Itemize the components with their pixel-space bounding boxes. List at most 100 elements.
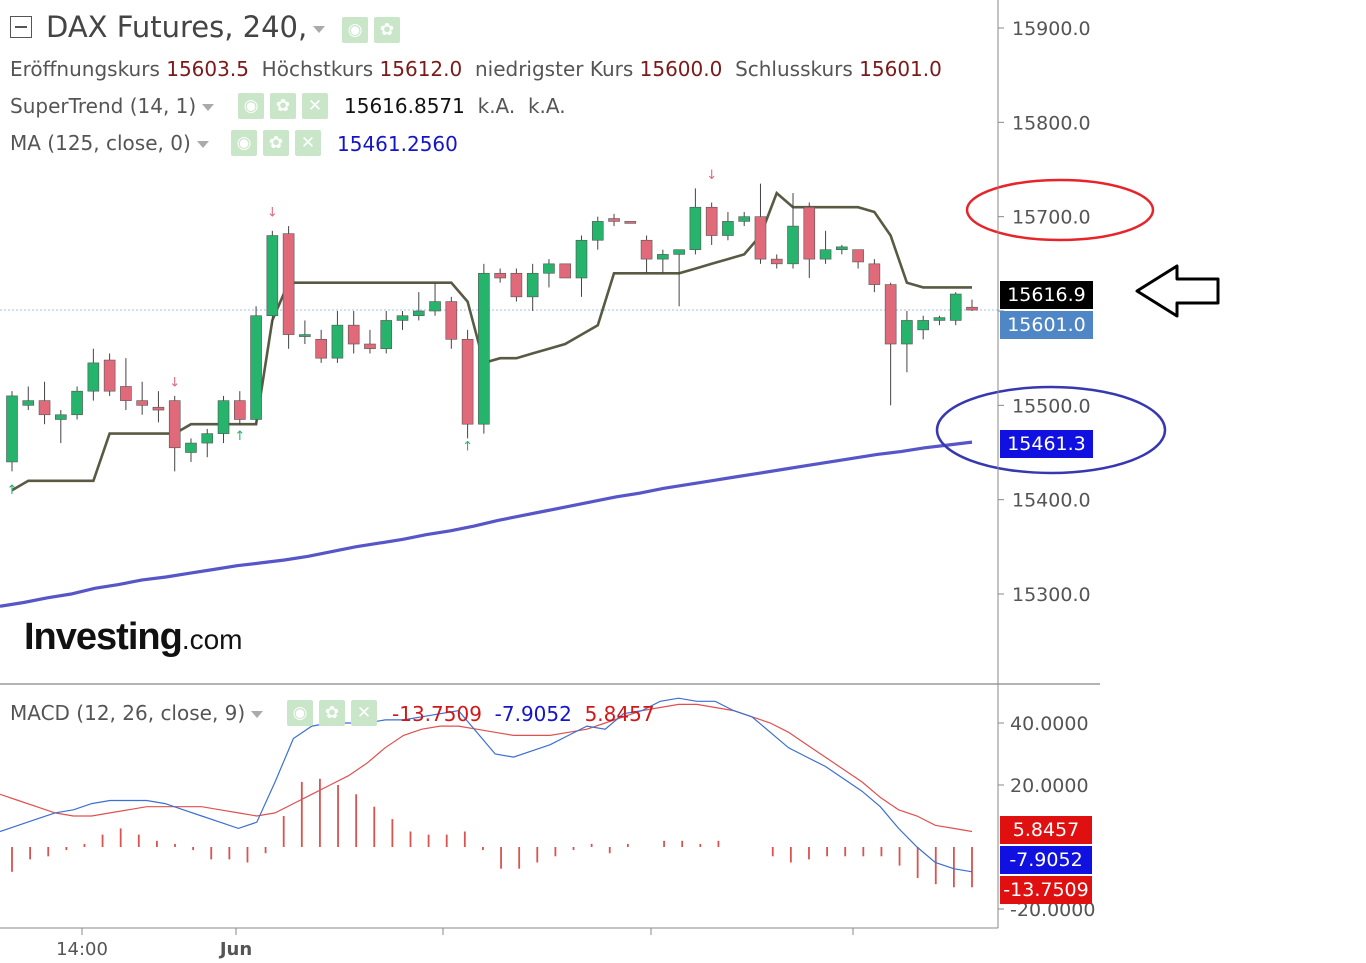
candle-body — [120, 386, 132, 401]
supertrend-extra-1: k.A. — [477, 94, 516, 118]
supertrend-dropdown-icon[interactable] — [202, 104, 215, 111]
candle-body — [640, 239, 653, 260]
candle-body — [168, 400, 181, 449]
supertrend-value: 15616.8571 — [344, 94, 465, 118]
macd-dropdown-icon[interactable] — [251, 711, 264, 718]
candle-body — [315, 338, 327, 359]
gear-icon[interactable]: ✿ — [374, 17, 400, 43]
chart-title: DAX Futures, 240, — [46, 10, 308, 44]
ohlc-row: Eröffnungskurs 15603.5 Höchstkurs 15612.… — [10, 57, 942, 81]
supertrend-price-tag: 15616.9 — [1000, 281, 1093, 309]
candle-body — [868, 263, 881, 285]
logo-suffix: .com — [181, 624, 243, 655]
supertrend-extra-2: k.A. — [527, 94, 566, 118]
ma-dropdown-icon[interactable] — [196, 141, 209, 148]
candle-body — [852, 249, 864, 263]
price-tick-label: 15800.0 — [1012, 112, 1091, 134]
candle-body — [282, 233, 295, 335]
supertrend-legend: SuperTrend (14, 1) — [10, 94, 215, 118]
candle-body — [412, 310, 425, 317]
low-value: 15600.0 — [639, 57, 723, 81]
candle-body — [201, 433, 214, 444]
macd-values: -13.7509 -7.9052 5.8457 — [392, 702, 655, 726]
candle-body — [478, 272, 490, 425]
candle-body — [87, 362, 100, 392]
candle-body — [526, 272, 539, 298]
candle-body — [575, 239, 588, 279]
candle-body — [250, 315, 262, 420]
candle-body — [705, 206, 718, 236]
candle-body — [624, 221, 637, 224]
supertrend-line — [11, 190, 972, 492]
blue-circle-annotation — [935, 385, 1167, 475]
ma-price-tag: 15461.3 — [1000, 430, 1093, 458]
sell-signal-arrow: ↓ — [169, 375, 180, 390]
candle-body — [917, 320, 929, 331]
supertrend-values: 15616.8571 k.A. k.A. — [344, 94, 566, 118]
candle-body — [396, 315, 409, 321]
candle-body — [901, 320, 913, 345]
collapse-button[interactable] — [10, 16, 32, 38]
candle-body — [803, 206, 816, 260]
candle-body — [22, 400, 35, 406]
supertrend-eye-icon[interactable]: ◉ — [238, 93, 264, 119]
price-tick-label: 15900.0 — [1012, 18, 1091, 40]
candle-body — [836, 246, 848, 250]
candle-body — [510, 272, 523, 298]
ma-eye-icon[interactable]: ◉ — [231, 130, 257, 156]
candle-body — [364, 343, 376, 350]
supertrend-name: SuperTrend (14, 1) — [10, 94, 197, 118]
candle-body — [738, 216, 751, 222]
candle-body — [185, 442, 197, 453]
macd-tick-label: -20.0000 — [1010, 899, 1095, 921]
buy-signal-arrow: ↑ — [462, 440, 473, 455]
high-value: 15612.0 — [379, 57, 463, 81]
macd-tick-label: 20.0000 — [1010, 775, 1089, 797]
candle-body — [722, 221, 734, 236]
ma-name: MA (125, close, 0) — [10, 131, 191, 155]
macd-value-1: -13.7509 — [392, 702, 482, 726]
candle-body — [591, 221, 604, 241]
candle-body — [347, 324, 360, 345]
candle-body — [966, 306, 978, 311]
macd-value-2: -7.9052 — [494, 702, 572, 726]
macd-gear-icon[interactable]: ✿ — [319, 700, 345, 726]
candle-body — [754, 216, 767, 260]
candle-body — [299, 334, 311, 337]
candle-body — [71, 390, 83, 416]
candle-body — [543, 263, 555, 274]
buy-signal-arrow: ↑ — [234, 429, 245, 444]
candle-body — [657, 254, 669, 260]
supertrend-gear-icon[interactable]: ✿ — [270, 93, 296, 119]
candle-body — [331, 324, 344, 359]
candle-body — [559, 263, 572, 279]
title-dropdown-icon[interactable] — [313, 25, 326, 33]
candle-body — [233, 400, 246, 420]
ma-gear-icon[interactable]: ✿ — [263, 130, 289, 156]
buy-signal-arrow: ↑ — [7, 483, 18, 498]
open-value: 15603.5 — [166, 57, 249, 81]
candle-body — [933, 317, 946, 321]
candle-body — [38, 400, 51, 416]
high-label: Höchstkurs — [261, 57, 374, 81]
macd-legend: MACD (12, 26, close, 9) — [10, 701, 264, 725]
macd-line — [0, 697, 973, 873]
last-price-tag: 15601.0 — [1000, 311, 1093, 339]
candle-body — [380, 320, 393, 350]
supertrend-close-icon[interactable]: ✕ — [302, 93, 328, 119]
macd-close-icon[interactable]: ✕ — [351, 700, 377, 726]
close-label: Schlusskurs — [735, 57, 853, 81]
arrow-annotation-icon — [1135, 264, 1220, 318]
eye-icon[interactable]: ◉ — [342, 17, 368, 43]
ma-layer — [0, 440, 973, 608]
macd-eye-icon[interactable]: ◉ — [287, 700, 313, 726]
candle-body — [608, 218, 620, 222]
macd-hist-tag: -13.7509 — [1000, 876, 1092, 904]
ma-close-icon[interactable]: ✕ — [295, 130, 321, 156]
candle-body — [461, 338, 474, 425]
candle-body — [445, 301, 458, 340]
red-circle-annotation — [965, 178, 1155, 242]
price-tick-label: 15700.0 — [1012, 207, 1091, 229]
investing-logo: Investing.com — [24, 616, 243, 659]
